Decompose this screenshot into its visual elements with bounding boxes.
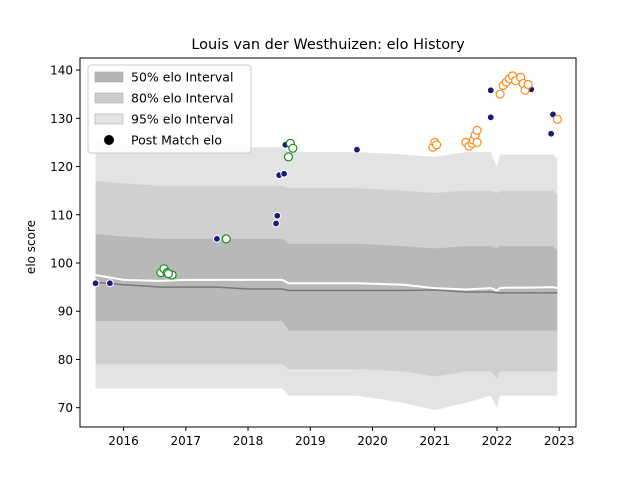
y-axis-title: elo score bbox=[24, 220, 38, 274]
data-point-green-8 bbox=[288, 143, 298, 153]
data-point-orange-9 bbox=[472, 137, 482, 148]
x-tick-label-2023: 2023 bbox=[544, 434, 575, 448]
legend-label-0: 50% elo Interval bbox=[131, 70, 233, 85]
data-point-navy-0 bbox=[91, 279, 100, 288]
plot-area: 2016 2017 2018 2019 2020 2021 2022 2023 70 80 90 10… bbox=[50, 57, 577, 448]
legend-label-3: Post Match elo bbox=[131, 133, 222, 148]
mean-line bbox=[95, 274, 558, 292]
y-tick-label-80: 80 bbox=[58, 353, 73, 367]
legend-box bbox=[87, 64, 252, 154]
legend: 50% elo Interval 80% elo Interval 95% elo … bbox=[87, 64, 252, 154]
median-line bbox=[95, 281, 558, 294]
x-tick-label-2020: 2020 bbox=[357, 434, 388, 448]
legend-swatch-50 bbox=[94, 71, 124, 83]
legend-marker-post-match bbox=[104, 135, 114, 145]
x-tick-label-2022: 2022 bbox=[482, 434, 513, 448]
data-point-navy-9 bbox=[353, 145, 361, 154]
data-point-orange-20 bbox=[552, 114, 562, 124]
plot-frame bbox=[79, 57, 577, 428]
data-point-navy-7 bbox=[280, 169, 289, 178]
y-tick-label-140: 140 bbox=[50, 64, 73, 78]
data-point-navy-11 bbox=[486, 86, 495, 95]
data-point-green-6 bbox=[283, 152, 294, 162]
x-tick-label-2016: 2016 bbox=[108, 434, 139, 448]
y-tick-label-70: 70 bbox=[58, 401, 73, 415]
x-tick-label-2017: 2017 bbox=[171, 434, 202, 448]
data-point-orange-19 bbox=[523, 79, 533, 90]
x-tick-label-2021: 2021 bbox=[419, 434, 450, 448]
data-point-navy-1 bbox=[105, 279, 114, 288]
y-tick-label-130: 130 bbox=[50, 112, 73, 126]
legend-label-1: 80% elo Interval bbox=[131, 91, 233, 106]
chart-title: Louis van der Westhuizen: elo History bbox=[191, 37, 465, 53]
x-tick-label-2019: 2019 bbox=[295, 434, 326, 448]
legend-label-2: 95% elo Interval bbox=[131, 112, 233, 127]
data-point-navy-3 bbox=[213, 234, 221, 243]
data-point-navy-5 bbox=[273, 211, 282, 220]
data-point-navy-4 bbox=[272, 219, 280, 228]
y-tick-label-120: 120 bbox=[50, 160, 73, 174]
y-tick-label-90: 90 bbox=[58, 305, 73, 319]
data-point-navy-10 bbox=[486, 113, 495, 122]
x-tick-label-2018: 2018 bbox=[233, 434, 264, 448]
legend-swatch-80 bbox=[94, 92, 124, 104]
y-tick-label-100: 100 bbox=[50, 257, 73, 271]
y-tick-label-110: 110 bbox=[50, 208, 73, 222]
legend-swatch-95 bbox=[94, 113, 124, 125]
data-point-orange-10 bbox=[495, 89, 505, 99]
data-point-navy-13 bbox=[547, 129, 556, 138]
data-point-green-5 bbox=[221, 234, 231, 244]
data-point-orange-8 bbox=[472, 125, 482, 135]
data-point-green-4 bbox=[163, 269, 173, 279]
data-point-orange-2 bbox=[432, 140, 442, 150]
